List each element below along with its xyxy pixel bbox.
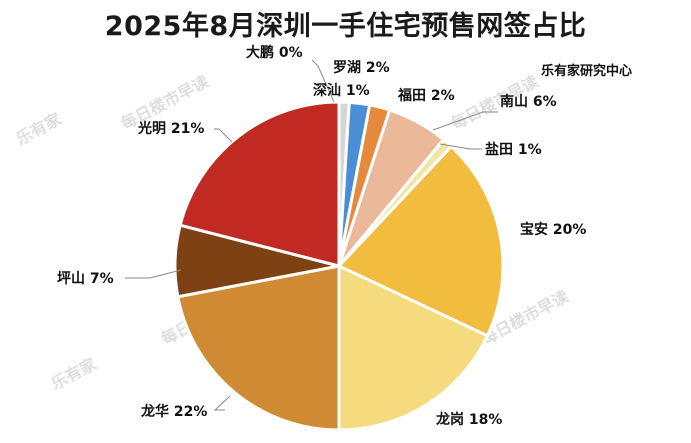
leader-line [213, 395, 231, 411]
source-label: 乐有家研究中心 [541, 64, 633, 79]
slice-label: 大鹏 0% [246, 44, 303, 61]
slice-label: 龙岗 18% [435, 411, 502, 428]
slice-label: 龙华 22% [140, 403, 207, 420]
watermark-logo: 乐有家 [13, 109, 65, 149]
slice-label: 福田 2% [397, 87, 455, 104]
leader-line [311, 59, 335, 103]
leader-lines [125, 59, 498, 411]
slice-label: 南山 6% [500, 93, 557, 110]
slice-label: 罗湖 2% [333, 60, 390, 76]
slice-label: 宝安 20% [520, 221, 586, 238]
watermark-logo: 乐有家 [48, 354, 100, 394]
pie-slices [173, 100, 505, 432]
pie-slice [178, 100, 341, 268]
slice-label: 坪山 7% [57, 271, 114, 287]
slice-label: 盐田 1% [485, 141, 542, 158]
slice-label: 光明 21% [137, 120, 204, 137]
chart-title: 2025年8月深圳一手住宅预售网签占比 [104, 11, 587, 42]
leader-line [432, 111, 498, 131]
leader-line [439, 143, 482, 150]
slice-labels: 深汕 1% 罗湖 2% 福田 2% 南山 6% 盐田 1% 宝安 20% 龙岗 18% 龙华 … [57, 44, 586, 428]
pie-slice [176, 264, 341, 432]
leader-line [125, 269, 182, 279]
slice-label: 深汕 1% [313, 82, 370, 99]
leader-line [214, 128, 233, 143]
pie-slice [337, 264, 489, 432]
pie-slice [337, 144, 505, 338]
